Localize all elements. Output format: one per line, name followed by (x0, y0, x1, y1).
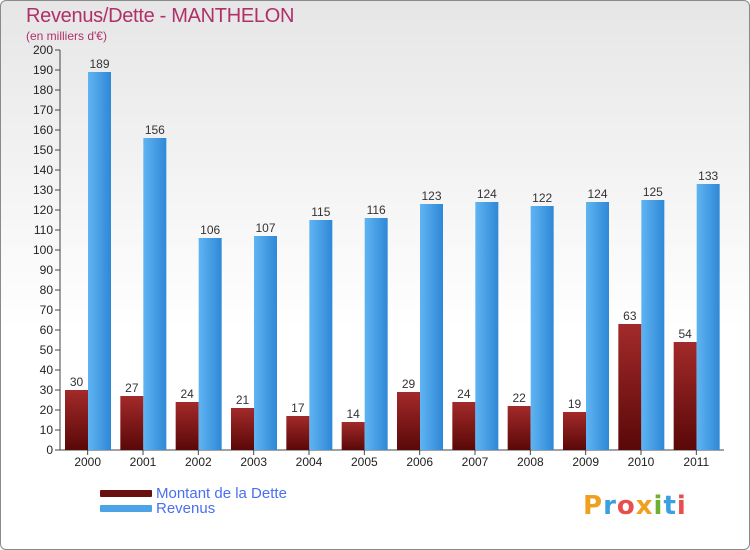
y-tick-label: 80 (40, 283, 54, 297)
logo-letter: P (583, 491, 604, 521)
bar-debt (563, 412, 586, 450)
legend-item-debt: Montant de la Dette (100, 485, 287, 502)
bar-debt (618, 324, 642, 450)
y-tick-label: 10 (40, 423, 54, 437)
legend-swatch-revenue (100, 505, 152, 512)
y-tick-label: 20 (40, 403, 54, 417)
legend-swatch-debt (100, 490, 152, 497)
bar-debt (231, 408, 254, 450)
bar-debt (673, 342, 697, 450)
x-tick-label: 2002 (185, 455, 212, 469)
logo-letter: o (616, 491, 636, 521)
x-tick-label: 2007 (462, 455, 489, 469)
y-tick-label: 130 (33, 183, 53, 197)
data-label-revenue: 115 (311, 205, 330, 219)
bar-revenue (198, 238, 222, 450)
logo-letter: x (635, 491, 654, 521)
proxiti-logo: Proxiti (583, 491, 687, 521)
data-label-debt: 21 (236, 393, 250, 407)
y-tick-label: 70 (40, 303, 54, 317)
bar-debt (452, 402, 476, 450)
data-label-revenue: 122 (532, 191, 552, 205)
y-tick-label: 50 (40, 343, 54, 357)
x-tick-label: 2003 (240, 455, 267, 469)
bar-debt (175, 402, 199, 450)
data-label-debt: 30 (70, 375, 84, 389)
bar-revenue (641, 200, 665, 450)
y-tick-label: 170 (33, 103, 53, 117)
data-label-debt: 24 (180, 387, 194, 401)
legend: Montant de la Dette Revenus (100, 485, 287, 517)
chart-title: Revenus/Dette - MANTHELON (26, 5, 295, 27)
bar-revenue (530, 206, 554, 450)
bar-debt (286, 416, 310, 450)
bar-revenue (88, 72, 111, 450)
logo-letter: i (676, 491, 687, 521)
data-label-revenue: 125 (643, 185, 663, 199)
bar-revenue (420, 204, 443, 450)
legend-item-revenue: Revenus (100, 500, 287, 517)
legend-label-debt: Montant de la Dette (156, 485, 287, 502)
data-label-debt: 24 (457, 387, 471, 401)
y-tick-label: 140 (33, 163, 53, 177)
bar-debt (65, 390, 88, 450)
data-label-debt: 19 (568, 397, 582, 411)
bar-revenue (364, 218, 388, 450)
y-tick-label: 180 (33, 83, 53, 97)
x-tick-label: 2009 (572, 455, 599, 469)
y-tick-label: 60 (40, 323, 54, 337)
y-tick-label: 190 (33, 63, 53, 77)
data-label-revenue: 124 (477, 187, 497, 201)
x-tick-label: 2005 (351, 455, 378, 469)
data-label-revenue: 124 (587, 187, 607, 201)
y-tick-label: 110 (34, 223, 53, 237)
legend-label-revenue: Revenus (156, 500, 216, 517)
x-tick-label: 2010 (628, 455, 655, 469)
data-label-revenue: 123 (421, 189, 441, 203)
data-label-debt: 22 (512, 391, 526, 405)
x-tick-label: 2000 (74, 455, 101, 469)
y-tick-label: 30 (40, 383, 54, 397)
bar-revenue (143, 138, 167, 450)
bar-revenue (586, 202, 609, 450)
x-tick-label: 2006 (406, 455, 433, 469)
logo-letter: i (653, 491, 664, 521)
data-label-debt: 27 (125, 381, 139, 395)
y-tick-label: 90 (40, 263, 54, 277)
data-label-revenue: 106 (200, 223, 220, 237)
data-label-debt: 17 (291, 401, 305, 415)
data-label-debt: 63 (623, 309, 637, 323)
data-label-revenue: 156 (145, 123, 165, 137)
data-label-revenue: 133 (698, 169, 718, 183)
bar-debt (397, 392, 420, 450)
data-label-debt: 29 (402, 377, 416, 391)
chart-subtitle: (en milliers d'€) (26, 29, 107, 43)
y-tick-label: 0 (46, 443, 53, 457)
bar-debt (341, 422, 365, 450)
logo-letter: r (603, 491, 617, 521)
x-tick-label: 2001 (130, 455, 157, 469)
bar-revenue (475, 202, 499, 450)
y-tick-label: 120 (33, 203, 53, 217)
y-tick-label: 150 (33, 143, 53, 157)
bar-revenue (696, 184, 720, 450)
y-tick-label: 200 (33, 43, 53, 57)
data-label-debt: 54 (678, 327, 692, 341)
x-tick-label: 2008 (517, 455, 544, 469)
x-tick-label: 2011 (683, 455, 709, 469)
data-label-revenue: 107 (255, 221, 275, 235)
data-label-revenue: 116 (367, 203, 386, 217)
y-tick-label: 100 (33, 243, 53, 257)
bar-revenue (254, 236, 277, 450)
bar-debt (120, 396, 144, 450)
y-tick-label: 40 (40, 363, 54, 377)
bar-revenue (309, 220, 333, 450)
data-label-debt: 14 (346, 407, 360, 421)
y-tick-label: 160 (33, 123, 53, 137)
bar-debt (507, 406, 531, 450)
x-tick-label: 2004 (296, 455, 323, 469)
data-label-revenue: 189 (89, 57, 109, 71)
logo-letter: t (663, 491, 677, 521)
